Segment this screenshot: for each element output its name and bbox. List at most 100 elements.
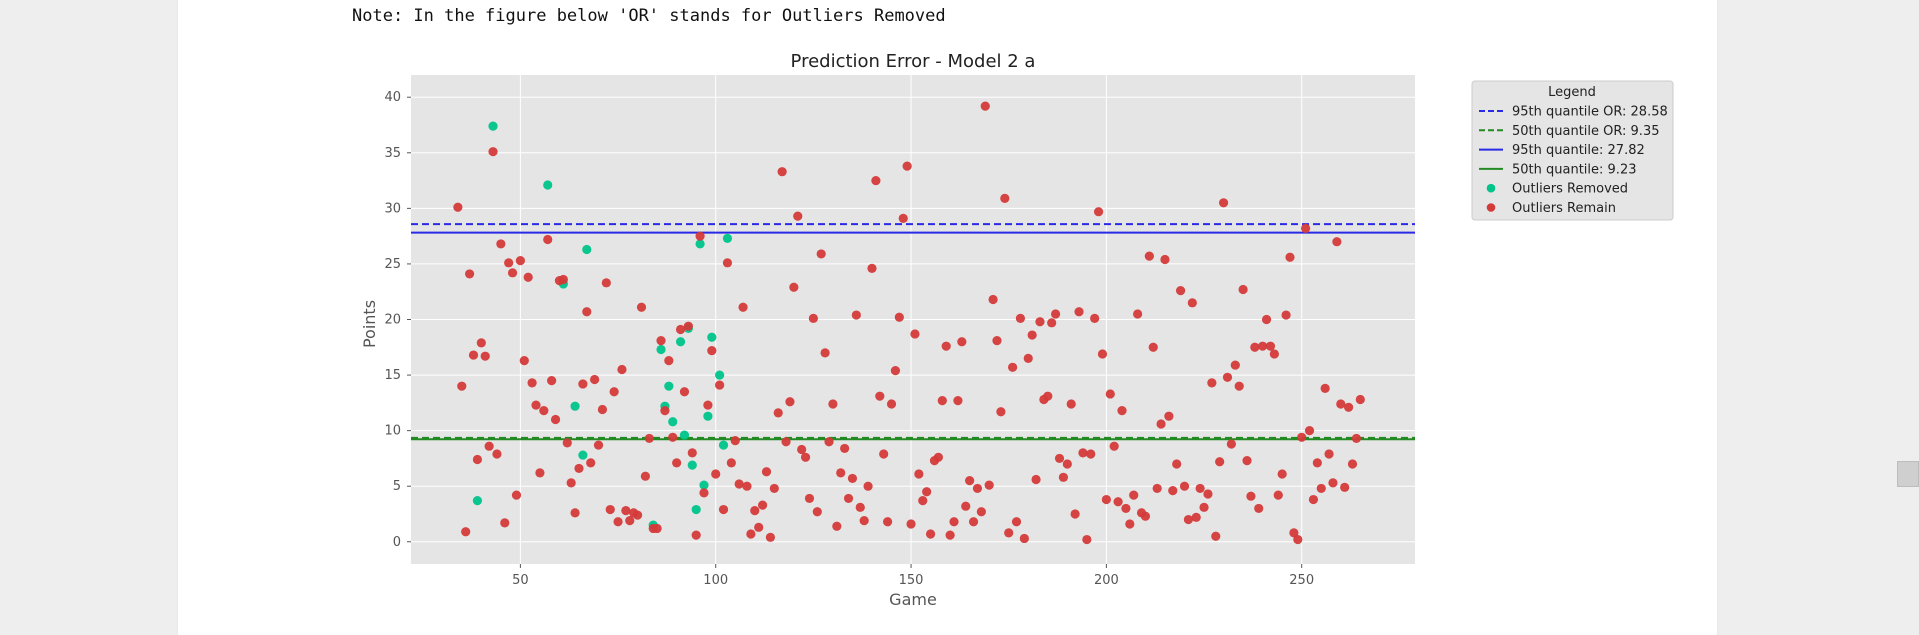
data-point: [1324, 449, 1334, 459]
data-point: [1121, 503, 1131, 514]
data-point: [1293, 534, 1303, 545]
data-point: [843, 493, 854, 504]
data-point: [730, 436, 740, 446]
data-point: [863, 481, 873, 491]
data-point: [515, 255, 525, 266]
data-point: [621, 506, 631, 516]
data-point: [1058, 472, 1069, 482]
data-point: [1211, 531, 1221, 541]
data-point: [1117, 406, 1127, 416]
data-point: [1347, 459, 1358, 469]
legend-marker-swatch: [1486, 203, 1496, 212]
data-point: [1343, 402, 1354, 412]
data-point: [468, 350, 479, 360]
data-point: [847, 473, 858, 484]
data-point: [1269, 349, 1279, 359]
data-point: [800, 452, 811, 462]
data-point: [953, 396, 963, 406]
data-point: [1097, 349, 1108, 359]
data-point: [566, 478, 576, 488]
data-point: [496, 239, 506, 249]
data-point: [918, 496, 928, 506]
data-point: [840, 443, 850, 454]
data-point: [816, 249, 826, 259]
data-point: [773, 408, 783, 418]
data-point: [664, 356, 674, 366]
data-point: [1199, 502, 1209, 512]
data-point: [578, 379, 588, 389]
scrollbar-thumb[interactable]: [1897, 461, 1919, 487]
data-point: [1093, 207, 1104, 217]
data-point: [1215, 457, 1225, 467]
data-point: [703, 400, 713, 410]
data-point: [875, 391, 885, 401]
data-point: [632, 510, 643, 520]
data-point: [691, 504, 701, 515]
legend-box: [1471, 80, 1674, 221]
data-point: [1086, 449, 1096, 459]
data-point: [871, 175, 881, 186]
data-point: [746, 529, 756, 539]
data-point: [695, 231, 705, 241]
data-point: [1261, 314, 1272, 325]
data-point: [914, 469, 924, 479]
data-point: [617, 364, 627, 375]
data-point: [679, 387, 690, 397]
data-point: [906, 519, 916, 529]
data-point: [652, 523, 662, 534]
data-point: [1031, 474, 1041, 485]
data-point: [879, 449, 889, 459]
data-point: [1187, 298, 1197, 308]
data-point: [1222, 372, 1233, 382]
data-point: [480, 351, 490, 361]
note-text: Note: In the figure below 'OR' stands fo…: [352, 6, 946, 26]
data-point: [1125, 519, 1135, 529]
data-point: [1332, 237, 1342, 247]
data-point: [558, 274, 568, 285]
data-point: [832, 521, 842, 531]
data-point: [1062, 459, 1072, 469]
x-tick-label: 200: [1094, 573, 1119, 588]
data-point: [1312, 458, 1322, 468]
data-point: [883, 517, 893, 527]
data-point: [464, 269, 475, 279]
scatter-points: [453, 101, 1365, 545]
data-point: [1179, 481, 1190, 491]
data-point: [1277, 469, 1287, 479]
data-point: [1140, 511, 1151, 521]
data-point: [715, 380, 725, 390]
data-point: [984, 480, 994, 490]
data-point: [855, 502, 865, 512]
data-point: [1008, 362, 1018, 372]
data-point: [965, 476, 975, 486]
data-point: [988, 294, 998, 305]
x-tick-label: 50: [512, 573, 529, 588]
data-point: [672, 458, 682, 468]
y-tick-label: 35: [384, 146, 401, 161]
data-point: [488, 121, 498, 131]
data-point: [812, 507, 822, 517]
data-point: [961, 501, 971, 511]
data-point: [808, 313, 818, 323]
data-point: [1238, 284, 1248, 295]
data-point: [1066, 399, 1076, 409]
data-point: [625, 516, 635, 526]
data-point: [1234, 381, 1244, 391]
data-point: [1336, 399, 1346, 409]
data-point: [597, 404, 608, 415]
data-point: [797, 444, 807, 455]
data-point: [562, 438, 572, 448]
data-point: [1082, 534, 1092, 545]
data-point: [894, 312, 904, 322]
data-point: [586, 458, 596, 468]
data-point: [1273, 490, 1283, 500]
data-point: [1297, 432, 1307, 442]
data-point: [539, 406, 549, 416]
data-point: [504, 258, 514, 268]
data-point: [890, 366, 901, 376]
data-point: [925, 529, 936, 539]
data-point: [1340, 482, 1350, 492]
x-tick-label: 100: [703, 573, 728, 588]
legend-entry-label: 95th quantile OR: 28.58: [1512, 105, 1668, 120]
